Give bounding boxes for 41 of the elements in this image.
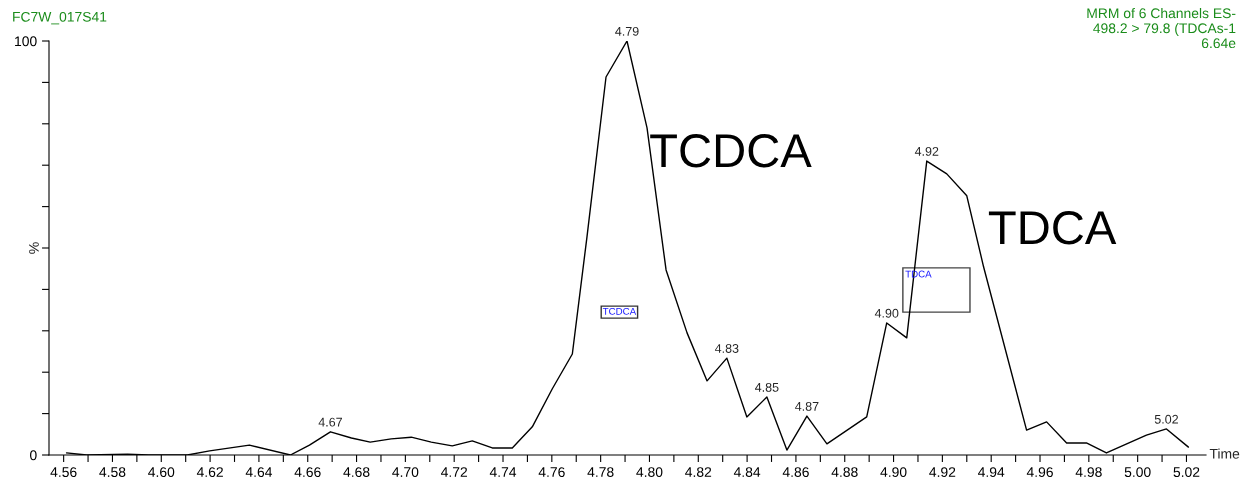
x-tick-label: 4.68 <box>343 467 370 478</box>
x-tick-label: 4.76 <box>538 467 565 478</box>
x-tick-label: 4.58 <box>99 467 126 478</box>
x-tick-label: 4.80 <box>636 467 663 478</box>
annotation: 4.67 <box>318 417 342 427</box>
x-tick-label: 4.90 <box>880 467 907 478</box>
x-tick-label: 4.88 <box>831 467 858 478</box>
x-tick-label: 4.66 <box>294 467 321 478</box>
x-tick-label: 5.00 <box>1124 467 1151 478</box>
annotation: 4.83 <box>714 344 739 353</box>
x-tick-label: 4.82 <box>685 467 712 478</box>
y-tick-label: 0 <box>30 450 37 461</box>
x-tick-label: 4.70 <box>392 467 419 478</box>
annotation: 4.92 <box>914 146 939 156</box>
y-tick-label: 100 <box>15 36 37 47</box>
annotation: TCDCA <box>650 134 812 168</box>
x-tick-label: 4.62 <box>196 467 223 478</box>
annotation: TDCA <box>988 211 1117 245</box>
x-tick-label: 4.64 <box>245 467 273 478</box>
x-tick-label: 5.02 <box>1173 467 1200 478</box>
x-tick-label: 4.56 <box>50 467 77 478</box>
x-tick-label: 4.60 <box>148 467 175 478</box>
x-tick-label: 4.72 <box>441 467 468 477</box>
y-axis-title: % <box>29 242 39 254</box>
x-tick-label: 4.92 <box>929 467 956 478</box>
annotation: 5.02 <box>1154 414 1178 424</box>
x-tick-label: 4.98 <box>1075 467 1102 478</box>
x-tick-label: 4.86 <box>782 467 809 478</box>
annotation: 4.87 <box>795 401 819 411</box>
x-tick-label: 4.96 <box>1026 467 1053 478</box>
annotation: 4.85 <box>755 382 779 392</box>
x-tick-label: 4.94 <box>978 467 1005 478</box>
annotation: TCDCA <box>602 307 637 315</box>
annotation: 4.90 <box>874 308 899 318</box>
x-axis-title: Time <box>1209 448 1240 459</box>
x-tick-label: 4.78 <box>587 467 614 478</box>
x-tick-label: 4.84 <box>733 467 761 478</box>
chart-subtitle: MRM of 6 Channels ES- 498.2 > 79.8 (TDCAs-1 6.64e <box>1087 8 1236 49</box>
chart-title: FC7W_017S41 <box>13 11 107 25</box>
annotation: 4.79 <box>615 26 639 36</box>
x-tick-label: 4.74 <box>489 467 517 477</box>
